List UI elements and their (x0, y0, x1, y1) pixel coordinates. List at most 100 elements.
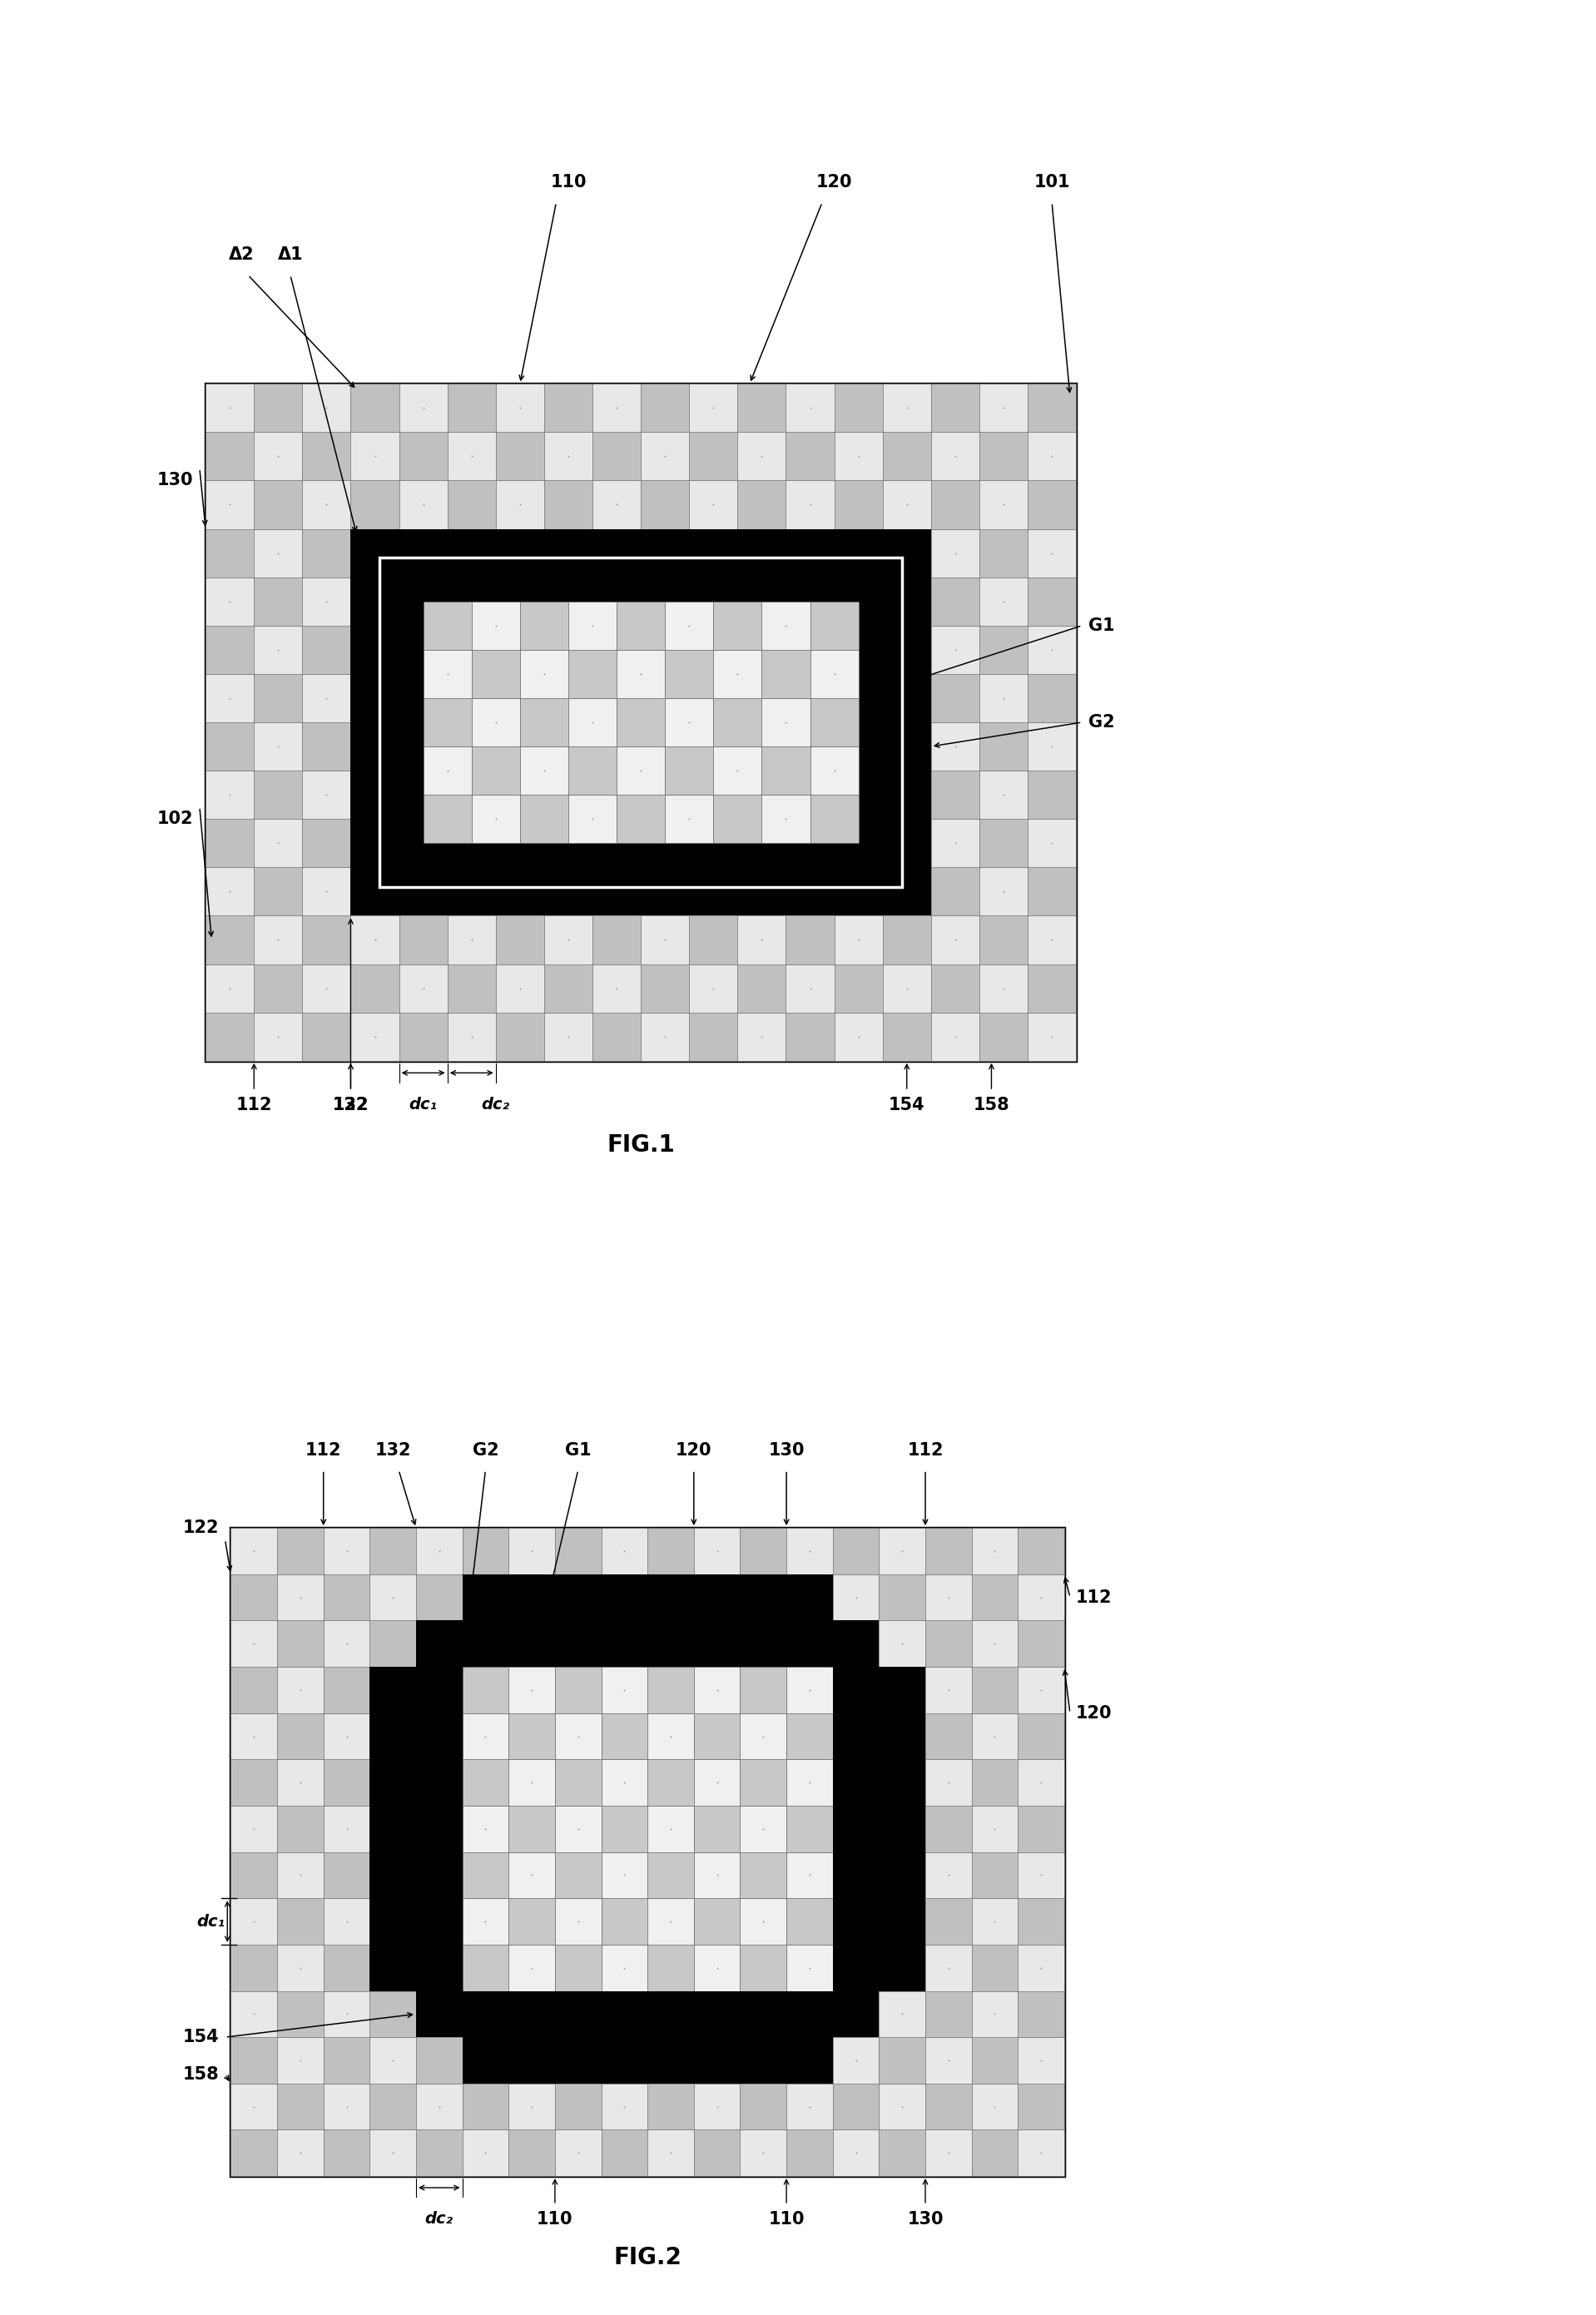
Bar (737, 433, 785, 482)
Bar (231, 1667, 278, 1713)
Bar (463, 1806, 509, 1852)
Bar (463, 1713, 509, 1759)
Bar (278, 1713, 324, 1759)
Bar (324, 1852, 370, 1898)
Bar (463, 1528, 509, 1574)
Bar (926, 1528, 972, 1574)
Bar (926, 1806, 972, 1852)
Bar (463, 1574, 833, 1620)
Bar (1018, 1945, 1065, 1991)
Bar (741, 1991, 787, 2037)
Bar (324, 2084, 370, 2130)
Bar (926, 1945, 972, 1991)
Bar (1028, 771, 1076, 820)
Bar (399, 771, 447, 820)
Bar (555, 1759, 602, 1806)
Bar (555, 1945, 602, 1991)
Bar (879, 1620, 926, 1667)
Bar (206, 722, 254, 771)
Text: 110: 110 (536, 2211, 573, 2227)
Bar (555, 2084, 602, 2130)
Bar (496, 963, 544, 1012)
Bar (785, 433, 835, 482)
Bar (694, 1945, 741, 1991)
Bar (509, 1852, 555, 1898)
Bar (642, 482, 689, 528)
Bar (302, 625, 351, 674)
Bar (879, 1667, 926, 1713)
Text: 130: 130 (158, 472, 193, 488)
Bar (447, 917, 496, 963)
Bar (642, 625, 689, 674)
Text: 122: 122 (184, 1519, 219, 1537)
Bar (417, 2084, 463, 2130)
Bar (930, 917, 980, 963)
Bar (833, 1852, 879, 1898)
Bar (787, 1759, 833, 1806)
Bar (423, 745, 471, 794)
Bar (463, 1713, 509, 1759)
Bar (302, 820, 351, 868)
Bar (509, 1528, 555, 1574)
Bar (972, 2130, 1018, 2176)
Bar (351, 528, 930, 917)
Bar (568, 794, 616, 843)
Bar (930, 625, 980, 674)
Bar (231, 1806, 278, 1852)
Bar (741, 1713, 787, 1759)
Bar (737, 384, 785, 433)
Bar (351, 674, 399, 722)
Bar (380, 558, 902, 887)
Bar (278, 2130, 324, 2176)
Bar (417, 1945, 463, 1991)
Bar (666, 651, 713, 699)
Bar (648, 1945, 694, 1991)
Bar (741, 1759, 787, 1806)
Bar (555, 1806, 602, 1852)
Bar (351, 917, 399, 963)
Bar (302, 963, 351, 1012)
Bar (811, 602, 859, 651)
Bar (787, 1945, 833, 1991)
Bar (833, 1620, 879, 1667)
Bar (666, 794, 713, 843)
Bar (417, 1667, 463, 1991)
Bar (689, 868, 737, 917)
Bar (648, 1620, 694, 1667)
Bar (447, 771, 496, 820)
Bar (642, 722, 689, 771)
Bar (811, 699, 859, 745)
Bar (1018, 1574, 1065, 1620)
Bar (648, 1759, 694, 1806)
Bar (648, 1806, 694, 1852)
Bar (555, 1528, 602, 1574)
Bar (1028, 625, 1076, 674)
Bar (302, 528, 351, 576)
Bar (302, 771, 351, 820)
Bar (689, 674, 737, 722)
Text: 120: 120 (675, 1442, 712, 1458)
Bar (787, 1852, 833, 1898)
Bar (737, 482, 785, 528)
Bar (648, 1713, 694, 1759)
Bar (231, 1574, 278, 1620)
Bar (972, 1852, 1018, 1898)
Bar (833, 1574, 879, 1620)
Bar (648, 2130, 694, 2176)
Bar (1028, 384, 1076, 433)
Bar (689, 722, 737, 771)
Bar (399, 674, 447, 722)
Bar (930, 1012, 980, 1060)
Bar (302, 674, 351, 722)
Bar (694, 1667, 741, 1713)
Bar (463, 2037, 833, 2084)
Bar (1018, 2037, 1065, 2084)
Text: FIG.2: FIG.2 (613, 2246, 681, 2269)
Bar (787, 1898, 833, 1945)
Bar (648, 1806, 694, 1852)
Bar (835, 820, 883, 868)
Bar (879, 2130, 926, 2176)
Bar (417, 1759, 463, 1806)
Bar (648, 1991, 694, 2037)
Bar (648, 1945, 694, 1991)
